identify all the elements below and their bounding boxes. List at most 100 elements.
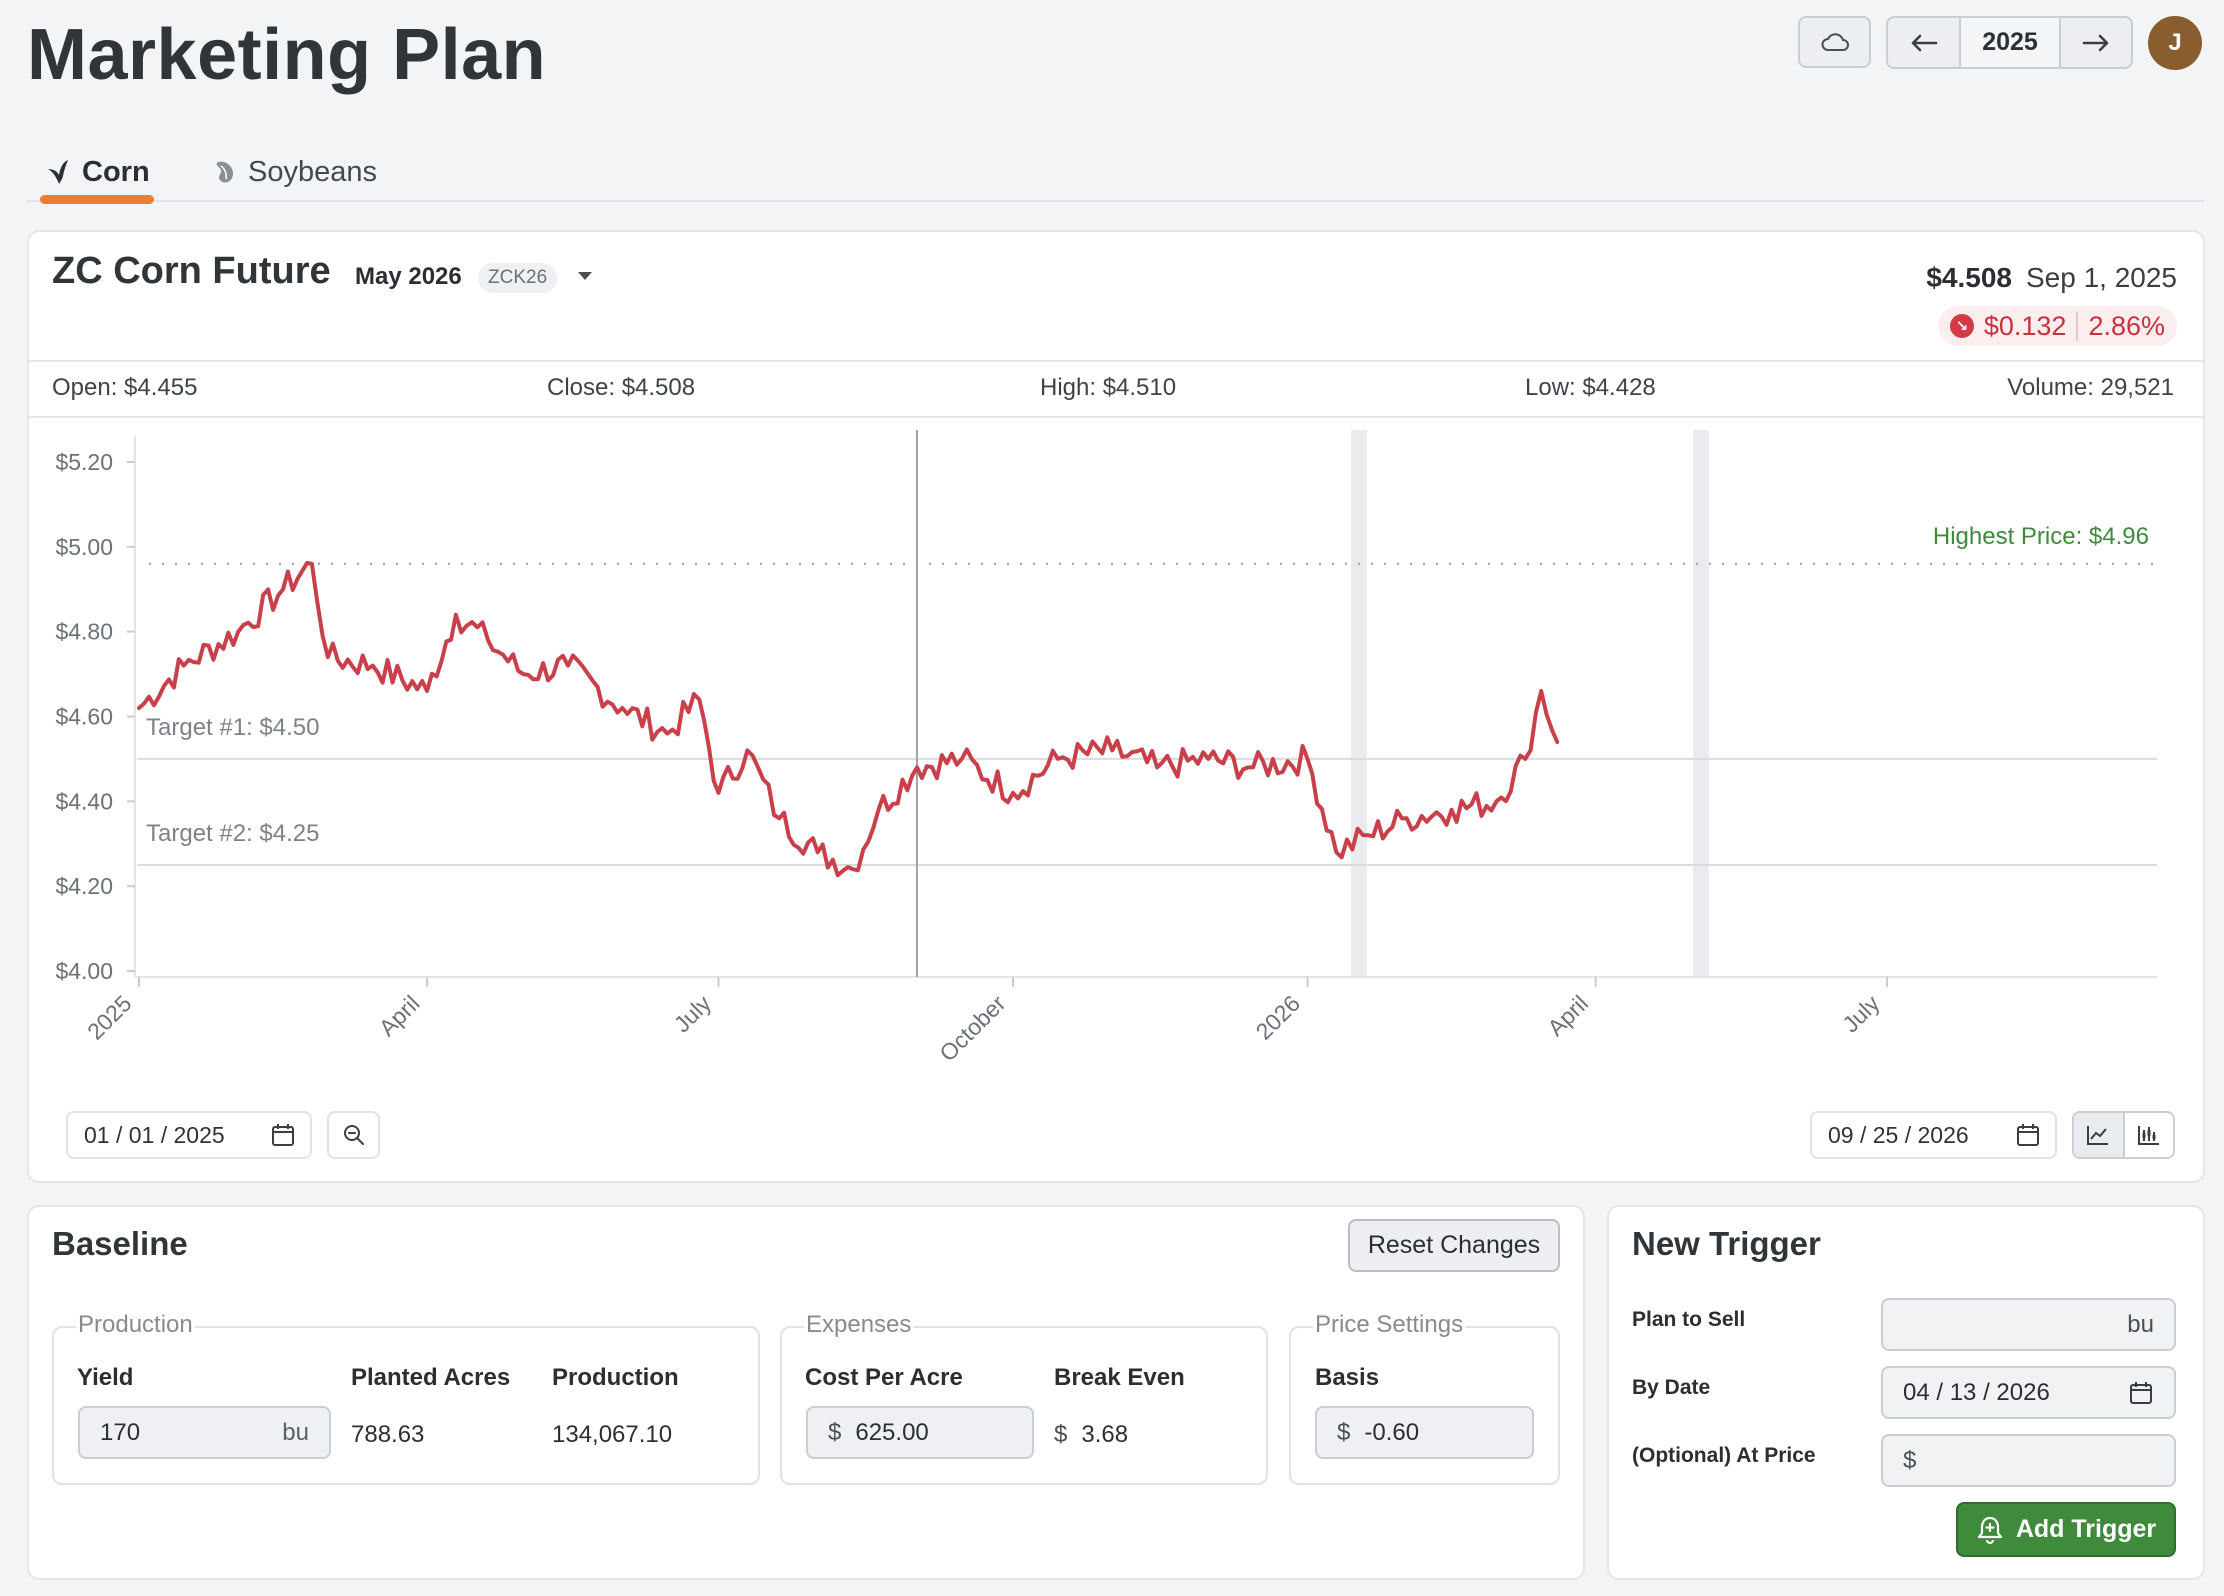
production-label: Production [552, 1364, 679, 1391]
chart-card [27, 230, 2205, 1183]
y-tick-label: $4.20 [55, 873, 113, 899]
price-settings-legend: Price Settings [1313, 1311, 1466, 1339]
soybean-icon [216, 161, 234, 183]
line-chart-button[interactable] [2074, 1113, 2125, 1157]
basis-label: Basis [1315, 1364, 1380, 1391]
y-tick-label: $4.40 [55, 788, 113, 814]
previous-year-button[interactable] [1888, 18, 1961, 67]
instrument-title: ZC Corn Future [52, 250, 331, 292]
x-tick-label: 2026 [1251, 990, 1306, 1045]
plan-to-sell-label: Plan to Sell [1632, 1308, 1746, 1331]
price-date: Sep 1, 2025 [2025, 262, 2177, 293]
plan-unit: bu [2127, 1310, 2154, 1338]
tab-corn[interactable]: Corn [46, 148, 150, 196]
stat-volume: Volume: 29,521 [2007, 374, 2174, 401]
by-date-value: 04 / 13 / 2026 [1903, 1378, 2050, 1406]
x-tick-label: July [1837, 990, 1885, 1038]
break-even-label: Break Even [1054, 1364, 1185, 1391]
price-change-pill: ↘ $0.132 2.86% [1937, 306, 2177, 346]
baseline-title: Baseline [52, 1225, 188, 1262]
calendar-icon [2017, 1124, 2039, 1146]
stat-low: Low: $4.428 [1525, 374, 1656, 401]
x-tick-label: 2025 [82, 990, 137, 1045]
basis-value: -0.60 [1364, 1418, 1420, 1446]
start-date-input[interactable]: 01 / 01 / 2025 [66, 1111, 312, 1159]
stat-open: Open: $4.455 [52, 374, 198, 401]
change-separator [2076, 311, 2079, 341]
zoom-out-button[interactable] [327, 1111, 380, 1159]
contract-code-badge: ZCK26 [478, 263, 558, 293]
add-trigger-label: Add Trigger [2015, 1515, 2157, 1543]
next-year-button[interactable] [2059, 18, 2131, 67]
highest-price-label: Highest Price: $4.96 [1933, 523, 2149, 550]
year-selector: 2025 [1886, 16, 2133, 69]
current-year: 2025 [1961, 18, 2059, 67]
y-tick-label: $5.00 [55, 534, 113, 560]
expenses-legend: Expenses [804, 1311, 914, 1339]
price-change-percent: 2.86% [2088, 310, 2165, 341]
break-even: $ 3.68 [1054, 1421, 1128, 1449]
stat-close: Close: $4.508 [547, 374, 696, 401]
zoom-out-icon [343, 1125, 364, 1145]
cost-currency-prefix: $ [828, 1418, 842, 1446]
break-even-prefix: $ [1054, 1421, 1068, 1448]
arrow-left-icon [1911, 34, 1937, 51]
tab-soybeans-label: Soybeans [248, 155, 377, 188]
chart-type-toggle [2072, 1111, 2175, 1159]
yield-unit: bu [282, 1418, 309, 1446]
planted-acres-label: Planted Acres [351, 1364, 511, 1391]
x-tick-label: October [934, 990, 1010, 1066]
price-summary: $4.508 Sep 1, 2025 [1926, 262, 2177, 294]
arrow-down-circle-icon: ↘ [1949, 314, 1974, 338]
calendar-icon [272, 1124, 294, 1146]
production-legend: Production [76, 1311, 195, 1339]
new-trigger-title: New Trigger [1632, 1225, 1821, 1262]
yield-label: Yield [77, 1364, 134, 1391]
candlestick-chart-button[interactable] [2125, 1113, 2174, 1157]
line-chart-icon [2087, 1126, 2109, 1145]
x-tick-label: July [669, 990, 717, 1038]
page-title: Marketing Plan [27, 15, 547, 95]
yield-value: 170 [100, 1418, 141, 1446]
tab-corn-label: Corn [82, 155, 150, 188]
stats-top-divider [29, 360, 2203, 362]
cost-per-acre-input[interactable]: $ 625.00 [806, 1406, 1034, 1459]
y-tick-label: $5.20 [55, 449, 113, 475]
calendar-icon [2130, 1381, 2152, 1404]
x-tick-label: April [374, 990, 425, 1041]
chart-shaded-band [1351, 430, 1367, 977]
bell-plus-icon [1977, 1516, 2002, 1544]
reset-changes-button[interactable]: Reset Changes [1348, 1219, 1560, 1272]
break-even-value: 3.68 [1081, 1421, 1129, 1448]
add-trigger-button[interactable]: Add Trigger [1956, 1502, 2176, 1557]
y-tick-label: $4.00 [55, 958, 113, 984]
y-tick-label: $4.60 [55, 704, 113, 730]
active-tab-indicator [40, 195, 154, 204]
by-date-input[interactable]: 04 / 13 / 2026 [1881, 1366, 2176, 1419]
at-price-input[interactable]: $ [1881, 1434, 2176, 1487]
target-label: Target #2: $4.25 [146, 820, 319, 847]
target-label: Target #1: $4.50 [146, 714, 319, 741]
stat-high: High: $4.510 [1040, 374, 1177, 401]
caret-down-icon[interactable] [578, 272, 592, 280]
expenses-fieldset [780, 1326, 1268, 1485]
yield-input[interactable]: 170 bu [78, 1406, 331, 1459]
contract-selector[interactable]: May 2026 [355, 263, 462, 290]
at-price-label: (Optional) At Price [1632, 1444, 1816, 1467]
cost-per-acre-value: 625.00 [855, 1418, 929, 1446]
production-fieldset [52, 1326, 760, 1485]
basis-currency-prefix: $ [1337, 1418, 1351, 1446]
cloud-sync-button[interactable] [1798, 16, 1871, 68]
planted-acres-value: 788.63 [351, 1421, 425, 1448]
tab-soybeans[interactable]: Soybeans [212, 148, 377, 196]
production-value: 134,067.10 [552, 1421, 673, 1448]
basis-input[interactable]: $ -0.60 [1315, 1406, 1534, 1459]
baseline-card [27, 1205, 1585, 1580]
user-avatar[interactable]: J [2148, 16, 2202, 70]
at-price-prefix: $ [1903, 1446, 1917, 1474]
price-series-line [137, 560, 1560, 878]
plan-to-sell-input[interactable]: bu [1881, 1298, 2176, 1351]
end-date-input[interactable]: 09 / 25 / 2026 [1810, 1111, 2057, 1159]
price-chart[interactable]: $5.20 $5.00 $4.80 $4.60 $4.40 $4.20 $4.00 2025 A… [29, 420, 2201, 1070]
stats-bottom-divider [29, 416, 2203, 418]
